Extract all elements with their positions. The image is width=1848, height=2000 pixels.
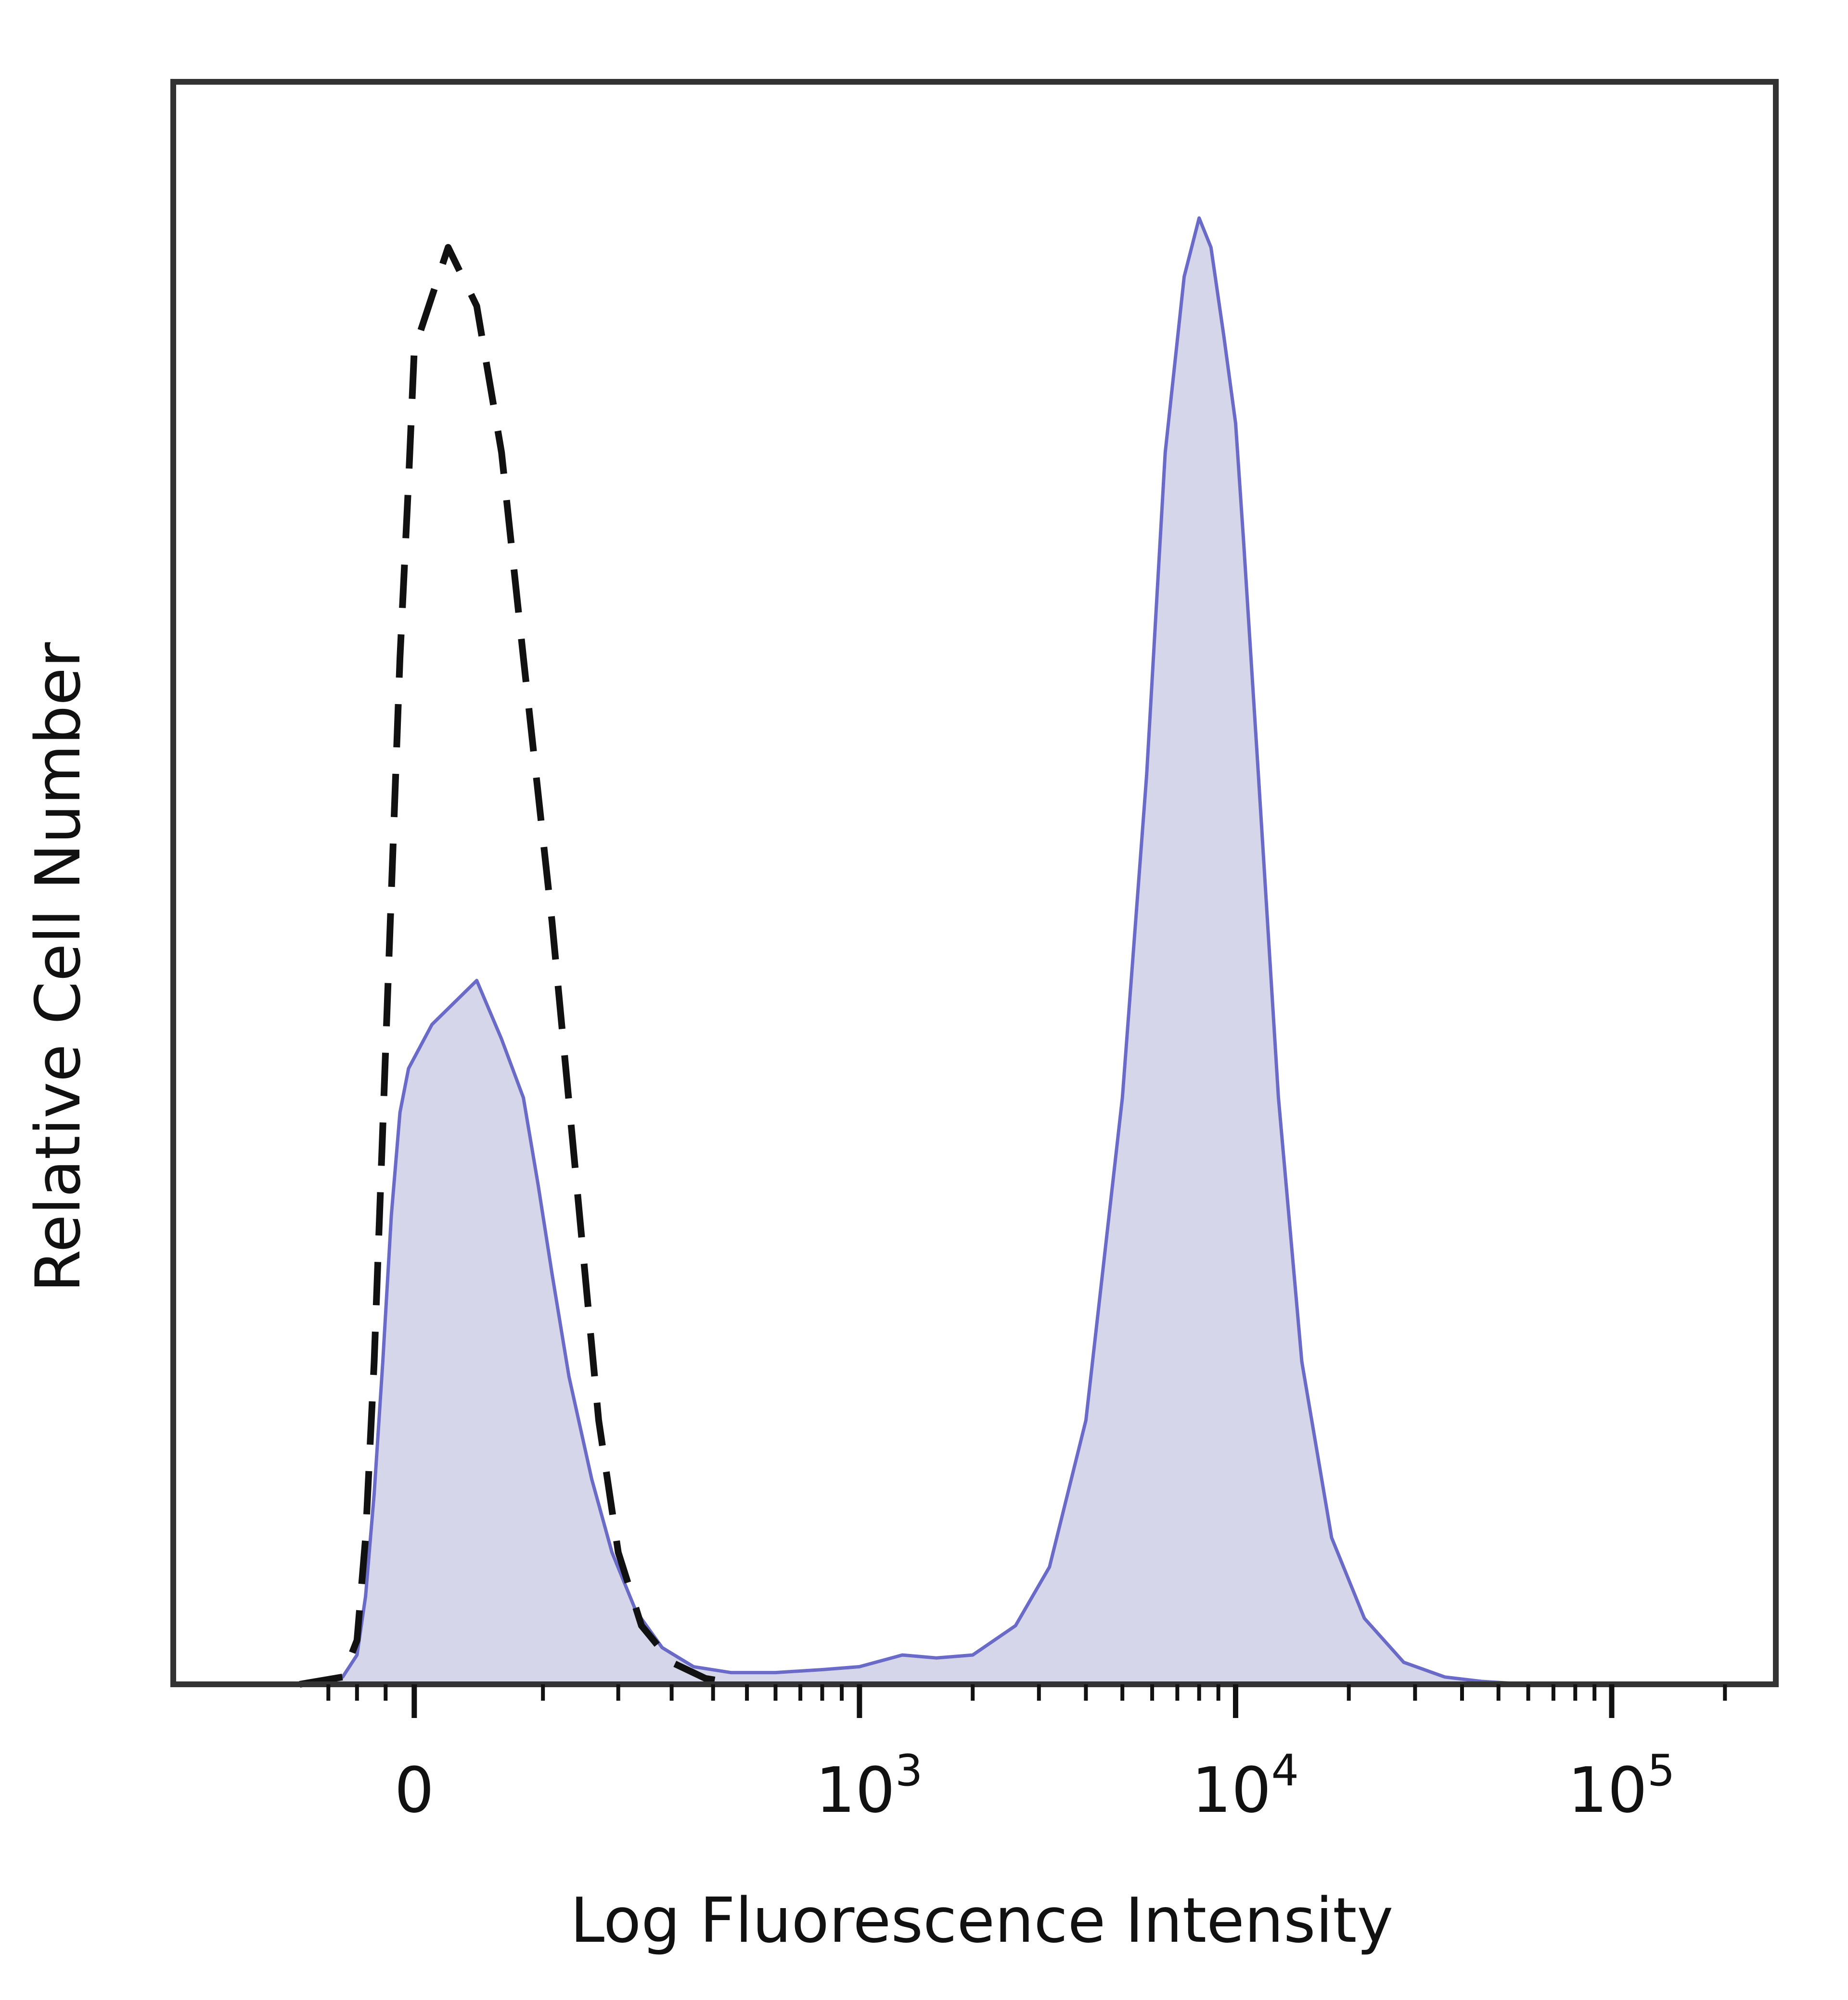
x-tick-label: 105 [1568,1745,1675,1827]
x-tick-label: 103 [816,1745,923,1827]
x-tick-label: 0 [394,1754,434,1827]
y-axis-label: Relative Cell Number [23,642,94,1292]
x-axis-tick-labels: 0 103 104 105 [394,1745,1675,1827]
stained-histogram-line [299,216,1725,1686]
stained-histogram-area [299,218,1725,1684]
x-axis-ticks [326,1684,1727,1718]
plot-area [299,216,1725,1688]
x-axis-label: Log Fluorescence Intensity [570,1885,1393,1957]
x-tick-label: 104 [1192,1745,1299,1827]
